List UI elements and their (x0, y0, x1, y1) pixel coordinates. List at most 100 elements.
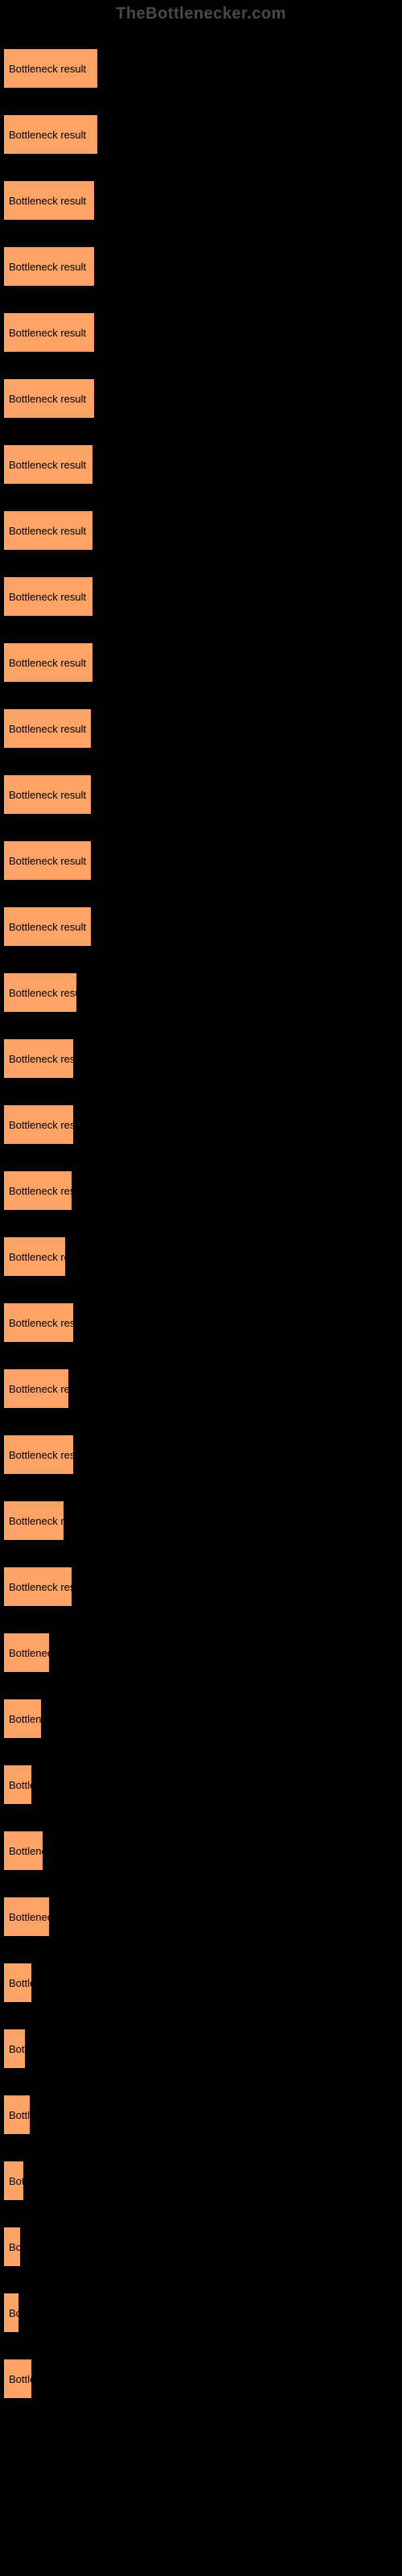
chart-row: Bottleneck result (3, 557, 402, 617)
chart-row: Bottleneck result (3, 1415, 402, 1475)
bar: Bottleneck result (3, 1038, 74, 1079)
bar-label: Bottleneck result (9, 855, 86, 867)
bar-track: Bottleneck result (3, 312, 402, 353)
bar-track: Bottleneck result (3, 642, 402, 683)
bar-track: Bottleneck result (3, 1633, 402, 1673)
row-category-label (3, 2009, 402, 2029)
row-category-label (3, 161, 402, 180)
bar: Bottleneck result (3, 1633, 50, 1673)
bar-track: Bottleneck result (3, 2293, 402, 2333)
bar-track: Bottleneck result (3, 2227, 402, 2267)
row-category-label (3, 1943, 402, 1963)
bar-track: Bottleneck result (3, 378, 402, 419)
chart-row: Bottleneck result (3, 1151, 402, 1211)
bar: Bottleneck result (3, 378, 95, 419)
bar-label: Bottleneck result (9, 195, 86, 207)
row-category-label (3, 1745, 402, 1765)
bar-label: Bottleneck result (9, 2043, 26, 2055)
bar-label: Bottleneck result (9, 2373, 32, 2385)
row-category-label (3, 293, 402, 312)
chart-row: Bottleneck result (3, 1085, 402, 1145)
bar: Bottleneck result (3, 1765, 32, 1805)
chart-row: Bottleneck result (3, 1283, 402, 1343)
bar-track: Bottleneck result (3, 774, 402, 815)
chart-row: Bottleneck result (3, 2207, 402, 2267)
bar-track: Bottleneck result (3, 1765, 402, 1805)
bar-label: Bottleneck result (9, 1449, 74, 1461)
chart-row: Bottleneck result (3, 2009, 402, 2069)
row-category-label (3, 95, 402, 114)
chart-row: Bottleneck result (3, 227, 402, 287)
bar-label: Bottleneck result (9, 1251, 66, 1263)
bar-label: Bottleneck result (9, 1647, 50, 1659)
bar-label: Bottleneck result (9, 987, 77, 999)
bar: Bottleneck result (3, 2293, 19, 2333)
bar-track: Bottleneck result (3, 2029, 402, 2069)
row-category-label (3, 425, 402, 444)
row-category-label (3, 1547, 402, 1567)
bar-label: Bottleneck result (9, 327, 86, 339)
chart-row: Bottleneck result (3, 953, 402, 1013)
bar: Bottleneck result (3, 1170, 72, 1211)
chart-row: Bottleneck result (3, 1877, 402, 1937)
row-category-label (3, 1811, 402, 1831)
bar-track: Bottleneck result (3, 708, 402, 749)
bar-track: Bottleneck result (3, 576, 402, 617)
bar-label: Bottleneck result (9, 2109, 31, 2121)
chart-row: Bottleneck result (3, 293, 402, 353)
bar: Bottleneck result (3, 2095, 31, 2135)
bar-track: Bottleneck result (3, 246, 402, 287)
bar: Bottleneck result (3, 180, 95, 221)
row-category-label (3, 953, 402, 972)
bar: Bottleneck result (3, 444, 93, 485)
chart-row: Bottleneck result (3, 1481, 402, 1541)
row-category-label (3, 1283, 402, 1302)
bar-track: Bottleneck result (3, 1963, 402, 2003)
bar-track: Bottleneck result (3, 972, 402, 1013)
chart-row: Bottleneck result (3, 1613, 402, 1673)
bar-track: Bottleneck result (3, 840, 402, 881)
bar-track: Bottleneck result (3, 1831, 402, 1871)
bar-label: Bottleneck result (9, 1977, 32, 1989)
bar-track: Bottleneck result (3, 1368, 402, 1409)
bar: Bottleneck result (3, 576, 93, 617)
row-category-label (3, 1217, 402, 1236)
bar-label: Bottleneck result (9, 1317, 74, 1329)
bar: Bottleneck result (3, 1897, 50, 1937)
bar-label: Bottleneck result (9, 789, 86, 801)
bar-track: Bottleneck result (3, 1699, 402, 1739)
bar-track: Bottleneck result (3, 2161, 402, 2201)
chart-row: Bottleneck result (3, 359, 402, 419)
bar: Bottleneck result (3, 1699, 42, 1739)
bar: Bottleneck result (3, 642, 93, 683)
chart-row: Bottleneck result (3, 2075, 402, 2135)
bar-label: Bottleneck result (9, 1581, 72, 1593)
chart-row: Bottleneck result (3, 1019, 402, 1079)
bar-label: Bottleneck result (9, 261, 86, 273)
chart-row: Bottleneck result (3, 1217, 402, 1277)
bar-track: Bottleneck result (3, 906, 402, 947)
bar: Bottleneck result (3, 1435, 74, 1475)
bar: Bottleneck result (3, 1368, 69, 1409)
bar: Bottleneck result (3, 906, 92, 947)
bar-label: Bottleneck result (9, 1713, 42, 1725)
row-category-label (3, 623, 402, 642)
bar: Bottleneck result (3, 2161, 24, 2201)
bar: Bottleneck result (3, 2359, 32, 2399)
chart-row: Bottleneck result (3, 161, 402, 221)
bar-label: Bottleneck result (9, 459, 86, 471)
bar-label: Bottleneck result (9, 2307, 19, 2319)
row-category-label (3, 29, 402, 48)
watermark-text: TheBottlenecker.com (116, 5, 286, 23)
bar: Bottleneck result (3, 2029, 26, 2069)
row-category-label (3, 2141, 402, 2161)
bar-label: Bottleneck result (9, 1779, 32, 1791)
bar: Bottleneck result (3, 972, 77, 1013)
bar-label: Bottleneck result (9, 2175, 24, 2187)
row-category-label (3, 1679, 402, 1699)
row-category-label (3, 491, 402, 510)
row-category-label (3, 821, 402, 840)
bar-label: Bottleneck result (9, 591, 86, 603)
row-category-label (3, 1019, 402, 1038)
bar: Bottleneck result (3, 1236, 66, 1277)
